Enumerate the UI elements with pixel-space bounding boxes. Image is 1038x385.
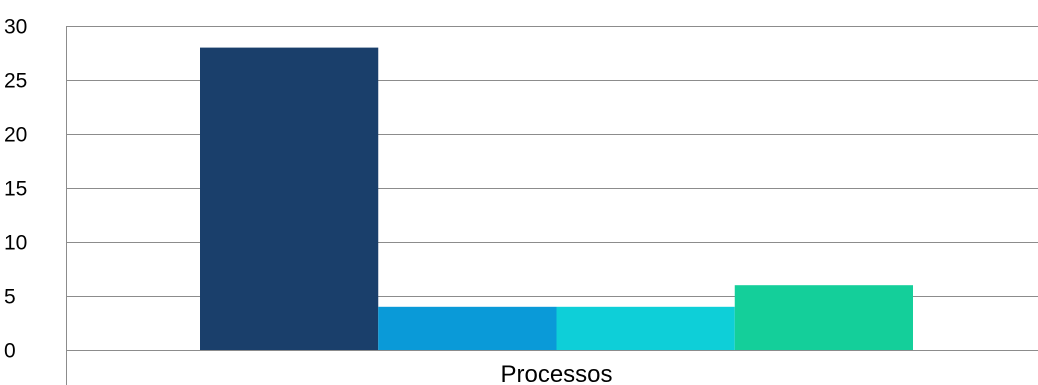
y-tick-label: 20 (4, 124, 27, 147)
bar-series-3 (556, 306, 735, 350)
bar-series-1 (200, 47, 379, 350)
y-tick-label: 25 (4, 70, 27, 93)
bar-series (200, 47, 913, 350)
y-tick-label: 10 (4, 232, 27, 255)
y-tick-label: 30 (4, 16, 27, 39)
y-tick-label: 15 (4, 178, 27, 201)
y-tick-label: 0 (4, 340, 16, 363)
x-category-label: Processos (500, 361, 612, 385)
bar-series-2 (378, 306, 557, 350)
y-tick-label: 5 (4, 286, 16, 309)
bar-series-4 (734, 285, 913, 350)
x-axis-category-labels: Processos (500, 361, 612, 385)
y-axis-tick-labels: 0 5 10 15 20 25 30 (4, 16, 27, 363)
